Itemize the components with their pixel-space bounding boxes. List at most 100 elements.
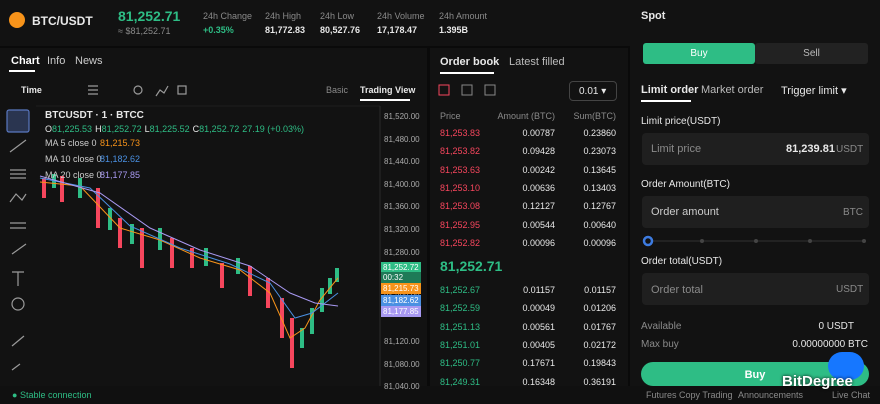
ohlc: O81,225.53 H81,252.72 L81,225.52 C81,252.72… — [45, 124, 304, 134]
ob-sum: 0.23073 — [583, 146, 616, 157]
price-usd: ≈ $81,252.71 — [118, 26, 171, 36]
tab-underline — [9, 70, 35, 72]
ma-price-tag: 81,182.62 — [381, 294, 421, 306]
ob-price: 81,253.83 — [440, 128, 481, 138]
axis-label: 81,520.00 — [384, 112, 420, 121]
ohlc-value: 81,225.53 — [52, 124, 93, 134]
ob-amount: 0.00096 — [522, 237, 555, 248]
ob-price: 81,253.63 — [440, 164, 481, 175]
symbol: BTCUSDT · 1 · BTCC — [45, 110, 144, 121]
ob-sum: 0.12767 — [583, 201, 616, 212]
amount-placeholder: Order amount — [651, 206, 719, 218]
order-type[interactable]: Market order — [701, 84, 764, 96]
ohlc-key: L — [144, 124, 150, 134]
ob-price: 81,253.82 — [440, 146, 481, 157]
ob-sum: 0.01157 — [584, 285, 616, 295]
limit-label: Limit price(USDT) — [641, 116, 721, 127]
total-placeholder: Order total — [651, 284, 703, 296]
axis-label: 81,040.00 — [384, 382, 420, 391]
chat-bubble[interactable] — [828, 352, 864, 380]
ob-amount: 0.16348 — [522, 376, 555, 387]
footer-link[interactable]: Announcements — [738, 390, 804, 400]
ob-sum: 0.01206 — [583, 303, 616, 314]
order-type-underline — [641, 100, 691, 102]
sell-tab[interactable]: Sell — [755, 43, 868, 64]
countdown-tag: 00:32 — [381, 272, 421, 283]
maxbuy-value: 0.00000000 BTC — [792, 339, 868, 350]
limit-unit: USDT — [836, 144, 864, 155]
ma-value: 81,177.85 — [100, 170, 141, 180]
ma-label: MA 20 close 0 — [45, 170, 102, 180]
order-type-label: Trigger limit — [781, 85, 839, 97]
ob-price: 81,253.08 — [440, 201, 481, 212]
ob-price: 81,251.13 — [440, 321, 481, 332]
ob-sum: 0.23860 — [583, 128, 616, 138]
ob-amount: 0.00049 — [522, 303, 555, 314]
ob-tab-active[interactable]: Order book — [440, 56, 500, 68]
buy-tab[interactable]: Buy — [643, 43, 755, 64]
time-select[interactable]: Time — [21, 85, 42, 95]
mid-price: 81,252.71 — [440, 258, 503, 274]
ob-view-icons — [438, 84, 496, 96]
axis-label: 81,280.00 — [384, 248, 420, 257]
view-tradingview[interactable]: Trading View — [360, 85, 416, 95]
chart-tab: News — [75, 55, 103, 67]
chart-tab: Info — [47, 55, 66, 67]
ob-price: 81,252.95 — [440, 219, 481, 230]
maxbuy-label: Max buy — [641, 339, 679, 350]
ob-price: 81,249.31 — [440, 376, 481, 387]
ma-value: 81,182.62 — [100, 154, 141, 164]
axis-label: 81,440.00 — [384, 157, 420, 166]
ob-amount: 0.12127 — [522, 201, 555, 212]
amount-slider[interactable] — [640, 234, 872, 248]
ma5-line — [39, 181, 339, 339]
candles-down — [42, 176, 294, 368]
axis-label: 81,080.00 — [384, 360, 420, 369]
ob-amount: 0.00787 — [522, 128, 555, 138]
view-basic[interactable]: Basic — [326, 85, 349, 95]
watermark: BitDegree — [782, 373, 853, 390]
order-type[interactable]: Trigger limit ▾ — [781, 85, 847, 97]
coin-icon — [9, 12, 25, 28]
ob-amount: 0.01157 — [523, 285, 555, 295]
ob-amount: 0.00405 — [522, 339, 555, 350]
view-underline — [360, 99, 410, 101]
ob-price: 81,250.77 — [440, 358, 481, 369]
stat-label: 24h Volume — [377, 11, 425, 21]
footer-link[interactable]: Live Chat — [832, 390, 871, 400]
ma10-line — [39, 177, 339, 319]
limit-value: 81,239.81 — [786, 143, 835, 155]
stat-value: +0.35% — [203, 25, 234, 35]
ob-column: Price — [440, 111, 461, 121]
ma-label: MA 5 close 0 — [45, 138, 97, 148]
limit-input[interactable] — [642, 133, 869, 165]
axis-label: 81,120.00 — [384, 337, 420, 346]
axis-label: 81,360.00 — [384, 202, 420, 211]
limit-placeholder: Limit price — [651, 143, 702, 155]
status: ● Stable connection — [12, 390, 92, 400]
ob-amount: 0.00242 — [522, 164, 555, 175]
total-unit: USDT — [836, 284, 864, 295]
ob-sum: 0.13403 — [583, 182, 616, 193]
ohlc-value: 81,252.72 — [101, 124, 142, 134]
total-input[interactable] — [642, 273, 869, 305]
amount-input[interactable] — [642, 196, 869, 228]
pair[interactable]: BTC/USDT — [32, 14, 93, 28]
amount-unit: BTC — [843, 207, 863, 218]
spot-panel — [630, 0, 880, 386]
toolbar-icons — [6, 85, 187, 371]
ob-price: 81,252.82 — [440, 237, 481, 248]
ob-sum: 0.19843 — [583, 358, 616, 369]
stat-label: 24h Amount — [439, 11, 488, 21]
order-type-active[interactable]: Limit order — [641, 84, 699, 96]
ohlc-value: 81,225.52 — [149, 124, 190, 134]
ob-column: Sum(BTC) — [573, 111, 617, 121]
footer-link[interactable]: Futures Copy Trading — [646, 390, 733, 400]
available-value: 0 USDT — [818, 321, 854, 332]
ob-tab[interactable]: Latest filled — [509, 56, 565, 68]
ma20-line — [39, 175, 339, 307]
axis-label: 81,400.00 — [384, 180, 420, 189]
precision-select[interactable]: 0.01 ▾ — [569, 81, 617, 101]
footer — [0, 386, 880, 404]
